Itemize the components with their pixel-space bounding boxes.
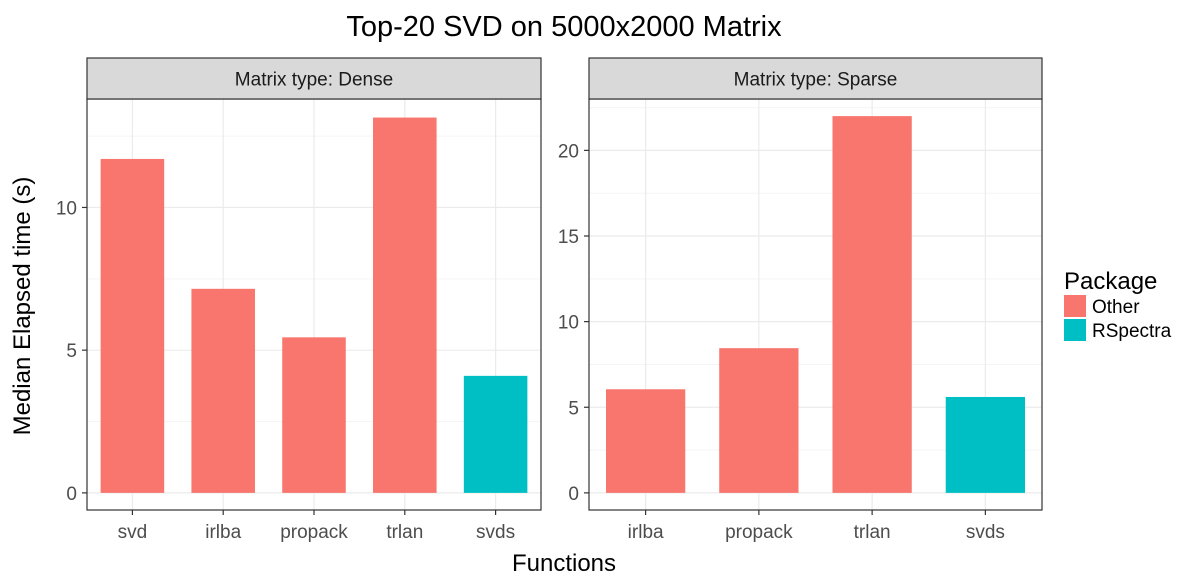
y-tick-label: 10 <box>56 198 77 219</box>
bar-trlan <box>373 117 437 493</box>
x-tick-label-trlan: trlan <box>854 522 891 543</box>
x-tick-label-trlan: trlan <box>386 522 423 543</box>
y-tick-label: 5 <box>66 341 77 362</box>
legend-label-rspectra: RSpectra <box>1092 321 1172 342</box>
facet-strip <box>86 57 542 100</box>
legend: Package Other RSpectra <box>1064 268 1172 342</box>
legend-key-rspectra <box>1064 319 1086 341</box>
facet-strip <box>588 57 1043 100</box>
x-tick-label-irlba: irlba <box>628 522 664 543</box>
facet-panel-2: Matrix type: Sparse 0 5 10 15 20 irlba propack t… <box>558 57 1043 543</box>
legend-key-other <box>1064 295 1086 317</box>
x-tick-label-propack: propack <box>280 522 348 543</box>
bar-trlan <box>832 116 912 493</box>
x-tick-label-irlba: irlba <box>205 522 241 543</box>
x-tick-label-propack: propack <box>725 522 793 543</box>
bar-svd <box>100 158 165 493</box>
x-tick-label-svd: svd <box>118 522 148 543</box>
legend-label-other: Other <box>1092 297 1140 318</box>
y-tick-label: 15 <box>558 227 579 248</box>
bar-irlba <box>191 288 255 493</box>
bar-svds <box>945 396 1026 493</box>
legend-title: Package <box>1064 268 1157 295</box>
x-tick-label-svds: svds <box>476 522 515 543</box>
y-tick-label: 0 <box>568 484 579 505</box>
y-tick-label: 20 <box>558 141 579 162</box>
facet-panels: Matrix type: Dense 0 5 10 svd irlba propack trl… <box>56 57 1043 543</box>
facet-strip-label: Matrix type: Dense <box>235 70 393 91</box>
y-tick-label: 5 <box>568 398 579 419</box>
bar-propack <box>719 348 799 493</box>
bar-svds <box>463 375 528 493</box>
y-axis-title: Median Elapsed time (s) <box>9 177 36 436</box>
chart-title: Top-20 SVD on 5000x2000 Matrix <box>346 11 782 43</box>
y-tick-label: 0 <box>66 484 77 505</box>
x-tick-label-svds: svds <box>966 522 1005 543</box>
x-axis-title: Functions <box>512 550 616 577</box>
facet-panel-1: Matrix type: Dense 0 5 10 svd irlba propack trl… <box>56 57 542 543</box>
bar-irlba <box>605 389 686 493</box>
facet-strip-label: Matrix type: Sparse <box>734 70 898 91</box>
bar-propack <box>282 337 346 493</box>
y-tick-label: 10 <box>558 313 579 334</box>
